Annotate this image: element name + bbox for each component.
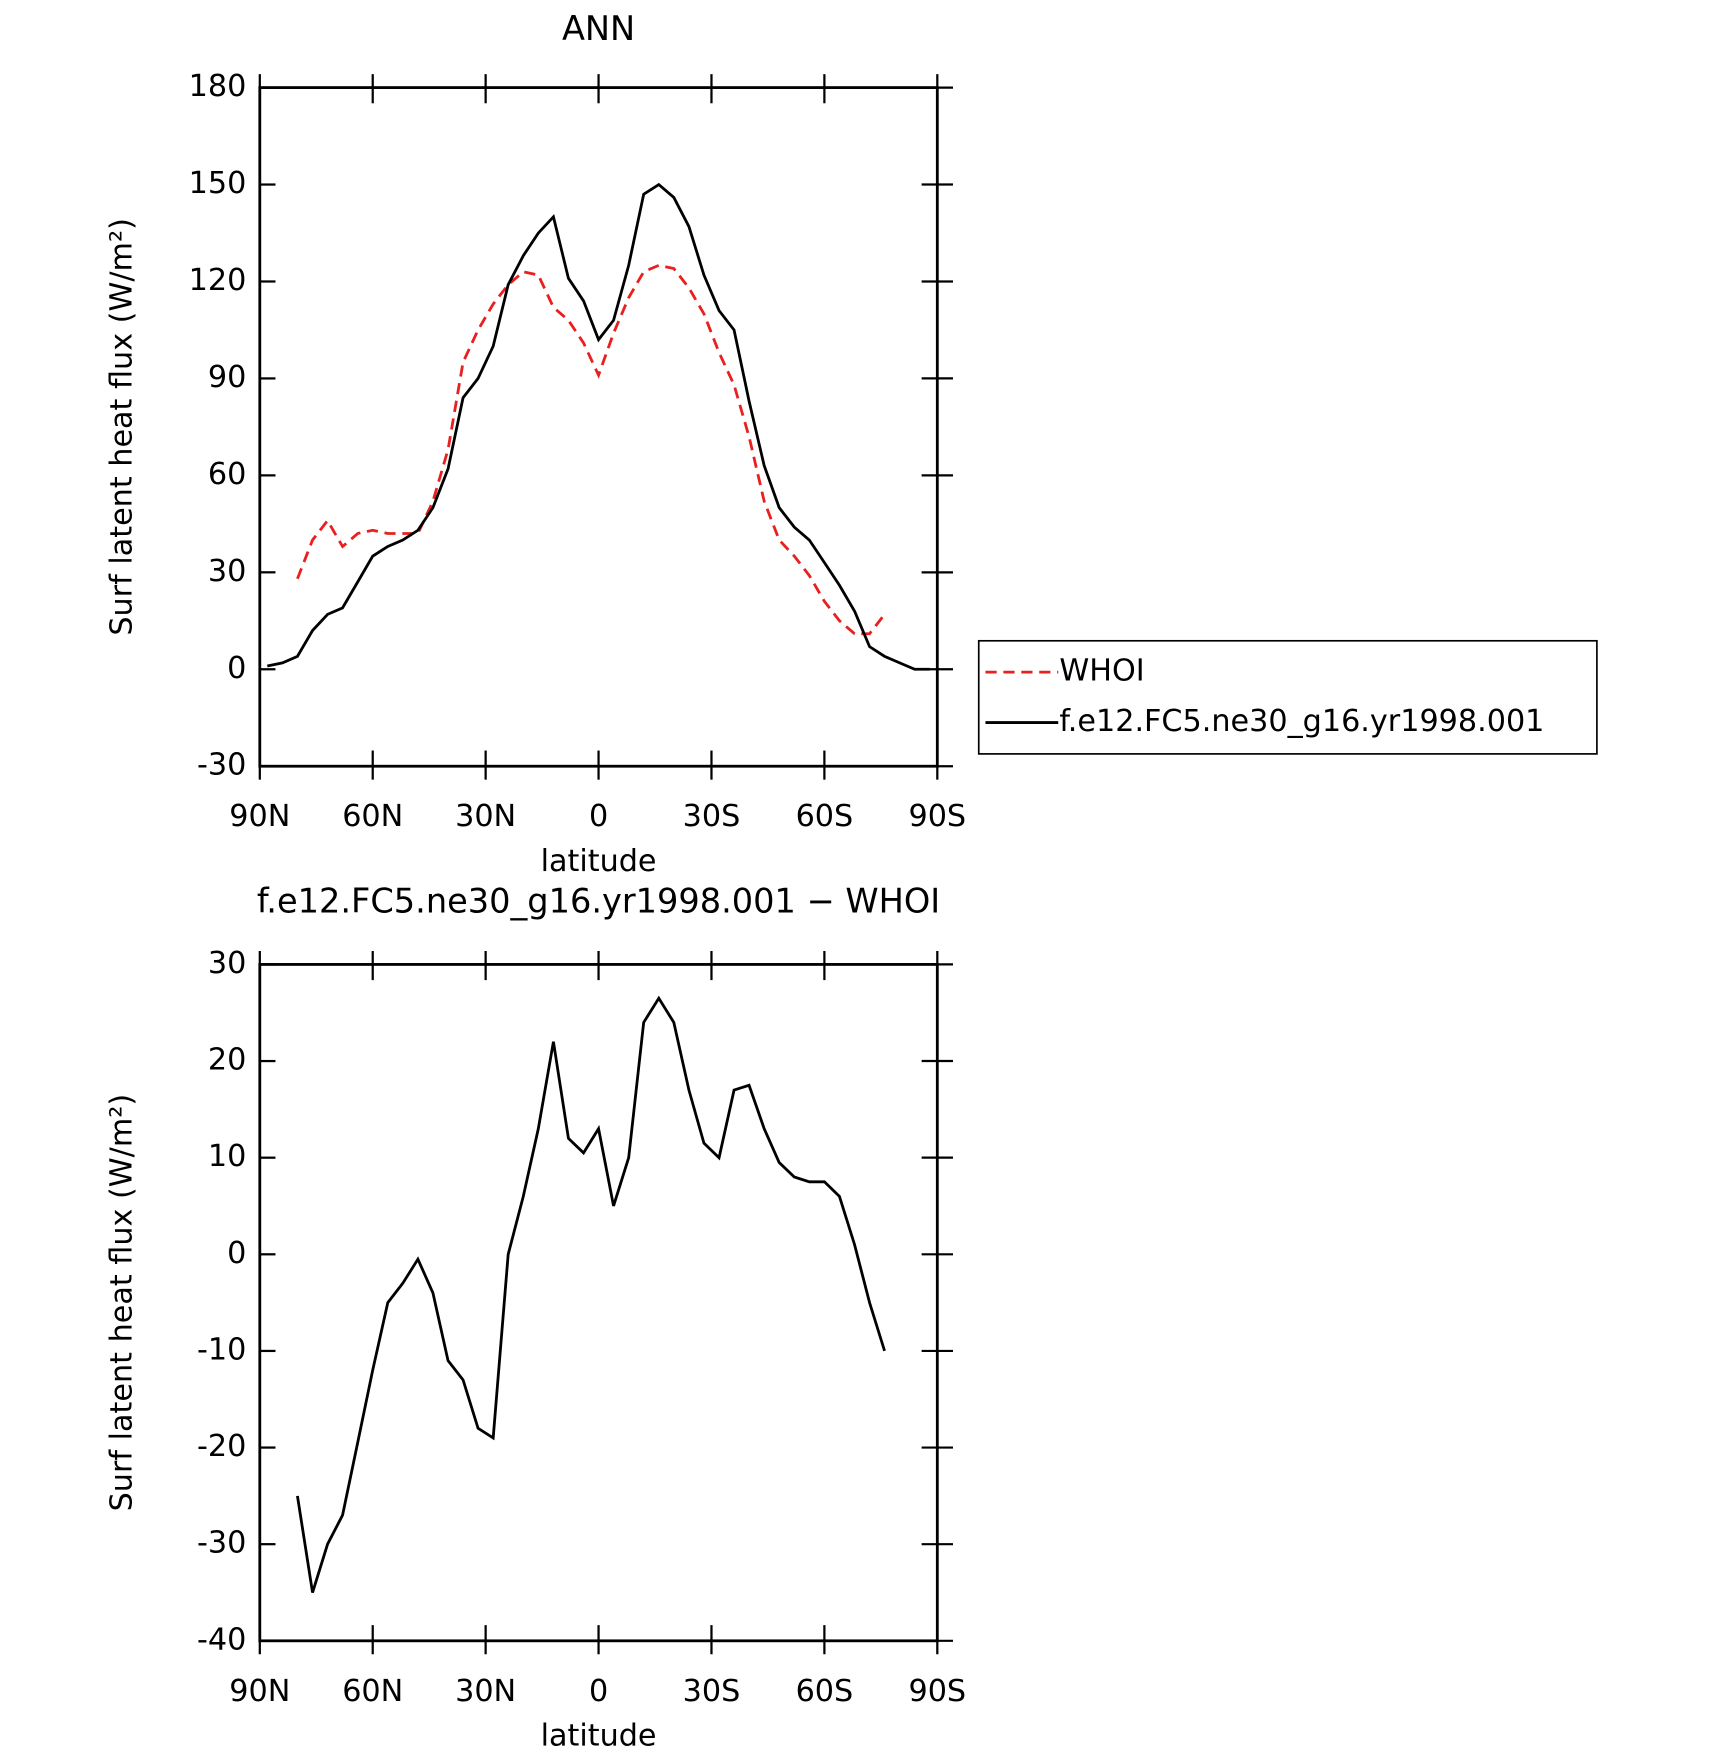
y-tick-label: 0 <box>227 1236 246 1271</box>
y-tick-label: 180 <box>189 69 247 104</box>
y-axis-label: Surf latent heat flux (W/m²) <box>105 218 140 636</box>
legend-box <box>977 639 1598 755</box>
legend-label: f.e12.FC5.ne30_g16.yr1998.001 <box>1059 704 1544 739</box>
y-tick-label: 30 <box>208 946 246 981</box>
y-tick-label: 0 <box>227 651 246 686</box>
y-axis-label: Surf latent heat flux (W/m²) <box>105 1094 140 1512</box>
y-tick-label: 30 <box>208 554 246 589</box>
y-tick-label: 20 <box>208 1043 246 1078</box>
x-tick-label: 60N <box>342 1674 403 1709</box>
y-tick-label: 150 <box>189 166 247 201</box>
y-tick-label: 10 <box>208 1139 246 1174</box>
chart-title: ANN <box>562 9 635 48</box>
plot-frame <box>258 86 939 768</box>
y-tick-label: -30 <box>197 748 246 783</box>
plot-frame <box>258 963 939 1643</box>
x-tick-label: 90S <box>908 799 966 834</box>
x-tick-label: 30N <box>455 799 516 834</box>
x-tick-label: 90S <box>908 1674 966 1709</box>
x-tick-label: 0 <box>589 1674 608 1709</box>
x-tick-label: 0 <box>589 799 608 834</box>
y-tick-label: -30 <box>197 1526 246 1561</box>
data-line <box>267 182 930 671</box>
x-tick-label: 90N <box>229 799 290 834</box>
y-tick-label: 120 <box>189 263 247 298</box>
x-axis-label: latitude <box>541 1719 657 1754</box>
y-tick-label: -10 <box>197 1332 246 1367</box>
x-tick-label: 90N <box>229 1674 290 1709</box>
legend-label: WHOI <box>1059 654 1144 689</box>
x-tick-label: 30S <box>683 1674 741 1709</box>
x-tick-label: 60S <box>796 799 854 834</box>
y-tick-label: 90 <box>208 360 246 395</box>
x-tick-label: 30S <box>683 799 741 834</box>
x-tick-label: 60S <box>796 1674 854 1709</box>
y-tick-label: -20 <box>197 1429 246 1464</box>
x-tick-label: 60N <box>342 799 403 834</box>
x-axis-label: latitude <box>541 844 657 879</box>
data-line <box>296 263 886 636</box>
data-line <box>296 995 886 1593</box>
x-tick-label: 30N <box>455 1674 516 1709</box>
y-tick-label: -40 <box>197 1622 246 1657</box>
y-tick-label: 60 <box>208 457 246 492</box>
chart-title: f.e12.FC5.ne30_g16.yr1998.001 − WHOI <box>257 881 940 920</box>
